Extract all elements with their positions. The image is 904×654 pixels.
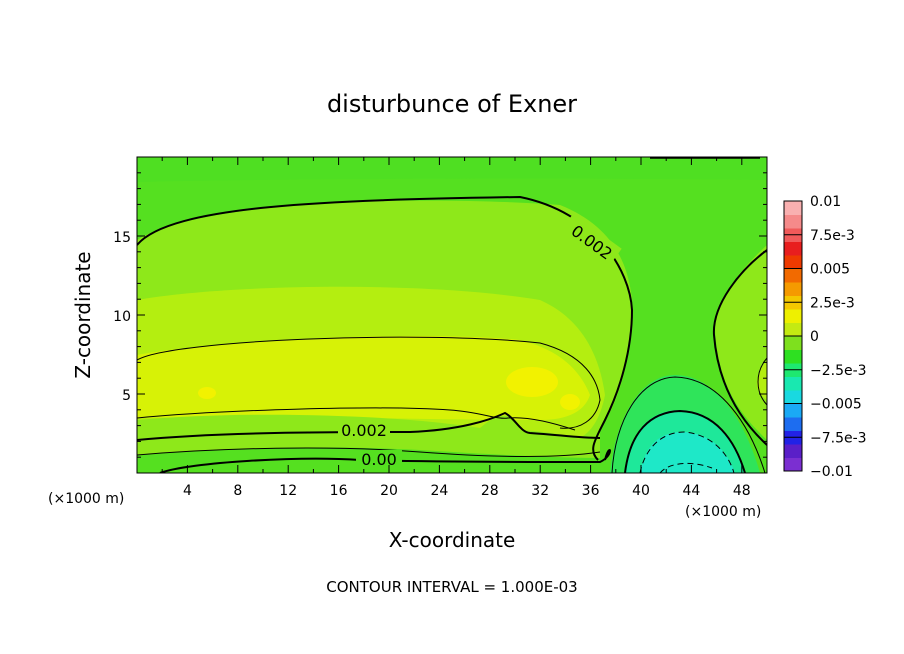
x-tick-label: 32 — [531, 483, 549, 499]
field-region-core — [137, 335, 590, 420]
colorbar-tick-label: 0.01 — [810, 194, 841, 210]
x-tick-label: 36 — [582, 483, 600, 499]
y-axis-label: Z-coordinate — [71, 251, 95, 378]
colorbar-tick-label: −2.5e-3 — [810, 363, 867, 379]
x-tick-label: 48 — [733, 483, 751, 499]
y-tick-label: 10 — [113, 309, 131, 325]
colorbar-swatch — [784, 214, 802, 229]
colorbar-tick-label: −7.5e-3 — [810, 430, 867, 446]
contour-line-bottom-thin — [137, 447, 601, 457]
contour-line-right-outer — [611, 376, 766, 473]
field-region-right-edge — [715, 245, 767, 440]
x-tick-label: 16 — [330, 483, 348, 499]
field-region-top-strip — [137, 157, 767, 182]
x-tick-label: 4 — [183, 483, 192, 499]
x-unit-right: (×1000 m) — [685, 504, 761, 520]
contour-line-mid — [137, 336, 601, 429]
colorbar-swatch — [784, 349, 802, 364]
colorbar-tick-label: 7.5e-3 — [810, 228, 855, 244]
colorbar-swatch — [784, 322, 802, 337]
contour-interval-footer: CONTOUR INTERVAL = 1.000E-03 — [326, 578, 577, 596]
contour-lines — [137, 157, 767, 473]
plot-area: 0.002 0.002 0.00 — [137, 157, 767, 473]
field-region-max-2 — [198, 387, 216, 399]
x-tick-label: 24 — [430, 483, 448, 499]
contour-line-lower-thin — [137, 407, 576, 431]
field-region-max-3 — [560, 394, 580, 410]
colorbar-swatch — [784, 268, 802, 283]
field-region-max-1 — [506, 367, 558, 397]
x-tick-label: 20 — [380, 483, 398, 499]
x-axis-ticks: 4 8 12 16 20 24 28 32 36 40 44 48 — [161, 157, 751, 499]
chart-title: disturbunce of Exner — [327, 90, 577, 118]
contour-line-zero — [159, 448, 611, 473]
x-tick-label: 12 — [279, 483, 297, 499]
colorbar-tick-label: 0.005 — [810, 262, 850, 278]
x-tick-label: 8 — [233, 483, 242, 499]
colorbar-swatch — [784, 390, 802, 404]
colorbar-swatch — [784, 444, 802, 458]
colorbar-tick-label: 0 — [810, 329, 819, 345]
colorbar-swatch — [784, 255, 802, 269]
x-tick-label: 40 — [632, 483, 650, 499]
contour-line-right-zero — [624, 409, 746, 473]
contour-line-right-edge — [712, 249, 767, 446]
colorbar-swatch — [784, 336, 802, 350]
colorbar-swatch — [784, 403, 802, 418]
colorbar: 0.01 7.5e-3 0.005 2.5e-3 0 −2.5e-3 −0.005 −7.5e… — [783, 194, 867, 480]
contour-line-right-negative-2 — [659, 462, 713, 473]
colorbar-swatch — [784, 309, 802, 323]
colorbar-tick-label: −0.005 — [810, 397, 862, 413]
y-axis-ticks: 5 10 15 — [113, 172, 767, 458]
colorbar-swatch — [784, 457, 802, 472]
x-axis-label: X-coordinate — [389, 528, 516, 552]
colorbar-swatch — [784, 417, 802, 431]
contour-line-lower-0.002 — [137, 411, 601, 441]
contour-line-right-negative — [639, 431, 735, 473]
colorbar-tick-label: −0.01 — [810, 464, 853, 480]
x-tick-label: 44 — [682, 483, 700, 499]
x-unit-left: (×1000 m) — [48, 491, 124, 507]
colorbar-swatch — [784, 241, 802, 256]
x-tick-label: 28 — [481, 483, 499, 499]
y-tick-label: 15 — [113, 230, 131, 246]
colorbar-swatch — [784, 201, 802, 215]
contour-line-right-edge-thin — [757, 357, 767, 406]
colorbar-swatch — [784, 376, 802, 391]
colorbar-swatch — [784, 282, 802, 296]
contour-label-lower: 0.002 — [341, 421, 387, 440]
colorbar-tick-label: 2.5e-3 — [810, 295, 855, 311]
field-region-negative-3 — [640, 432, 735, 473]
y-tick-label: 5 — [122, 388, 131, 404]
contour-label-zero: 0.00 — [361, 450, 397, 469]
